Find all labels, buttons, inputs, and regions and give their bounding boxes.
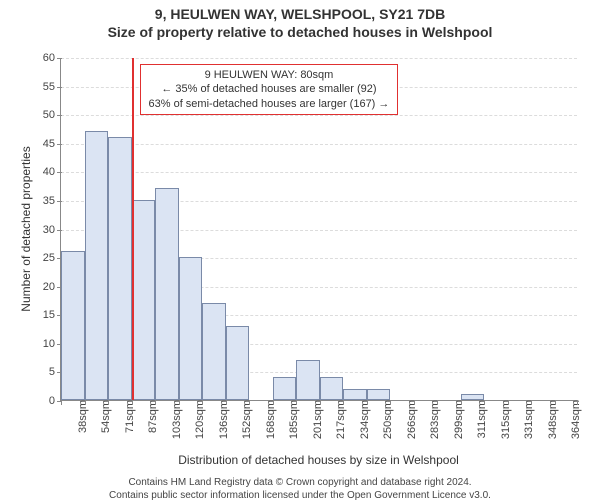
x-tick-label: 364sqm xyxy=(564,400,582,439)
x-tick-label: 136sqm xyxy=(212,400,230,439)
x-tick-label: 217sqm xyxy=(329,400,347,439)
x-tick-mark xyxy=(484,400,485,405)
callout-line: 63% of semi-detached houses are larger (… xyxy=(149,97,390,111)
bar xyxy=(273,377,297,400)
x-tick-label: 266sqm xyxy=(400,400,418,439)
x-tick-label: 315sqm xyxy=(494,400,512,439)
x-tick-mark xyxy=(155,400,156,405)
y-tick-label: 35 xyxy=(43,195,61,207)
bar xyxy=(226,326,250,400)
bar xyxy=(343,389,367,400)
x-tick-mark xyxy=(367,400,368,405)
x-tick-mark xyxy=(202,400,203,405)
x-tick-mark xyxy=(555,400,556,405)
x-tick-mark xyxy=(179,400,180,405)
x-tick-label: 311sqm xyxy=(470,400,488,438)
gridline xyxy=(61,58,577,59)
x-tick-mark xyxy=(390,400,391,405)
x-tick-mark xyxy=(577,400,578,405)
footer-line-2: Contains public sector information licen… xyxy=(0,489,600,500)
callout-line: 9 HEULWEN WAY: 80sqm xyxy=(149,68,390,82)
x-tick-mark xyxy=(343,400,344,405)
x-tick-mark xyxy=(414,400,415,405)
x-tick-label: 283sqm xyxy=(423,400,441,439)
x-tick-mark xyxy=(320,400,321,405)
x-tick-label: 38sqm xyxy=(71,400,89,433)
x-tick-label: 348sqm xyxy=(541,400,559,439)
y-tick-label: 60 xyxy=(43,52,61,64)
x-tick-mark xyxy=(296,400,297,405)
x-tick-label: 201sqm xyxy=(306,400,324,439)
x-tick-label: 331sqm xyxy=(517,400,535,439)
x-tick-label: 168sqm xyxy=(259,400,277,439)
y-tick-label: 25 xyxy=(43,252,61,264)
y-tick-label: 15 xyxy=(43,309,61,321)
x-tick-label: 71sqm xyxy=(118,400,136,433)
x-tick-mark xyxy=(108,400,109,405)
bar xyxy=(108,137,132,400)
x-tick-mark xyxy=(249,400,250,405)
x-tick-label: 185sqm xyxy=(282,400,300,439)
footer-attribution: Contains HM Land Registry data © Crown c… xyxy=(0,476,600,500)
chart-container: 9, HEULWEN WAY, WELSHPOOL, SY21 7DB Size… xyxy=(0,6,600,500)
bar xyxy=(179,257,203,400)
footer-line-1: Contains HM Land Registry data © Crown c… xyxy=(0,476,600,489)
gridline xyxy=(61,115,577,116)
x-tick-label: 54sqm xyxy=(94,400,112,433)
y-tick-label: 55 xyxy=(43,81,61,93)
bar xyxy=(85,131,109,400)
gridline xyxy=(61,172,577,173)
y-tick-label: 5 xyxy=(49,366,61,378)
x-tick-mark xyxy=(461,400,462,405)
x-tick-mark xyxy=(273,400,274,405)
x-tick-label: 87sqm xyxy=(141,400,159,433)
x-tick-mark xyxy=(132,400,133,405)
y-tick-label: 10 xyxy=(43,338,61,350)
callout-line: ← 35% of detached houses are smaller (92… xyxy=(149,82,390,96)
y-tick-label: 20 xyxy=(43,281,61,293)
bar xyxy=(367,389,391,400)
callout-box: 9 HEULWEN WAY: 80sqm← 35% of detached ho… xyxy=(140,64,399,115)
y-tick-label: 50 xyxy=(43,109,61,121)
x-tick-mark xyxy=(61,400,62,405)
bar xyxy=(155,188,179,400)
x-tick-label: 299sqm xyxy=(447,400,465,439)
gridline xyxy=(61,144,577,145)
y-tick-label: 0 xyxy=(49,395,61,407)
x-tick-mark xyxy=(226,400,227,405)
x-tick-label: 250sqm xyxy=(376,400,394,439)
y-tick-label: 40 xyxy=(43,166,61,178)
x-tick-mark xyxy=(531,400,532,405)
x-tick-mark xyxy=(437,400,438,405)
bar xyxy=(296,360,320,400)
y-tick-label: 30 xyxy=(43,224,61,236)
x-tick-mark xyxy=(508,400,509,405)
x-tick-label: 152sqm xyxy=(235,400,253,439)
y-tick-label: 45 xyxy=(43,138,61,150)
x-tick-label: 234sqm xyxy=(353,400,371,439)
reference-line xyxy=(132,58,134,400)
bar xyxy=(132,200,156,400)
plot-region: 05101520253035404550556038sqm54sqm71sqm8… xyxy=(60,58,577,401)
bar xyxy=(320,377,344,400)
chart-area: 05101520253035404550556038sqm54sqm71sqm8… xyxy=(60,58,577,401)
bar xyxy=(202,303,226,400)
bar xyxy=(61,251,85,400)
x-axis-label: Distribution of detached houses by size … xyxy=(60,453,577,467)
chart-title-main: 9, HEULWEN WAY, WELSHPOOL, SY21 7DB xyxy=(0,6,600,22)
chart-title-sub: Size of property relative to detached ho… xyxy=(0,24,600,40)
x-tick-label: 103sqm xyxy=(165,400,183,439)
x-tick-mark xyxy=(85,400,86,405)
x-tick-label: 120sqm xyxy=(188,400,206,439)
y-axis-label: Number of detached properties xyxy=(19,139,33,319)
